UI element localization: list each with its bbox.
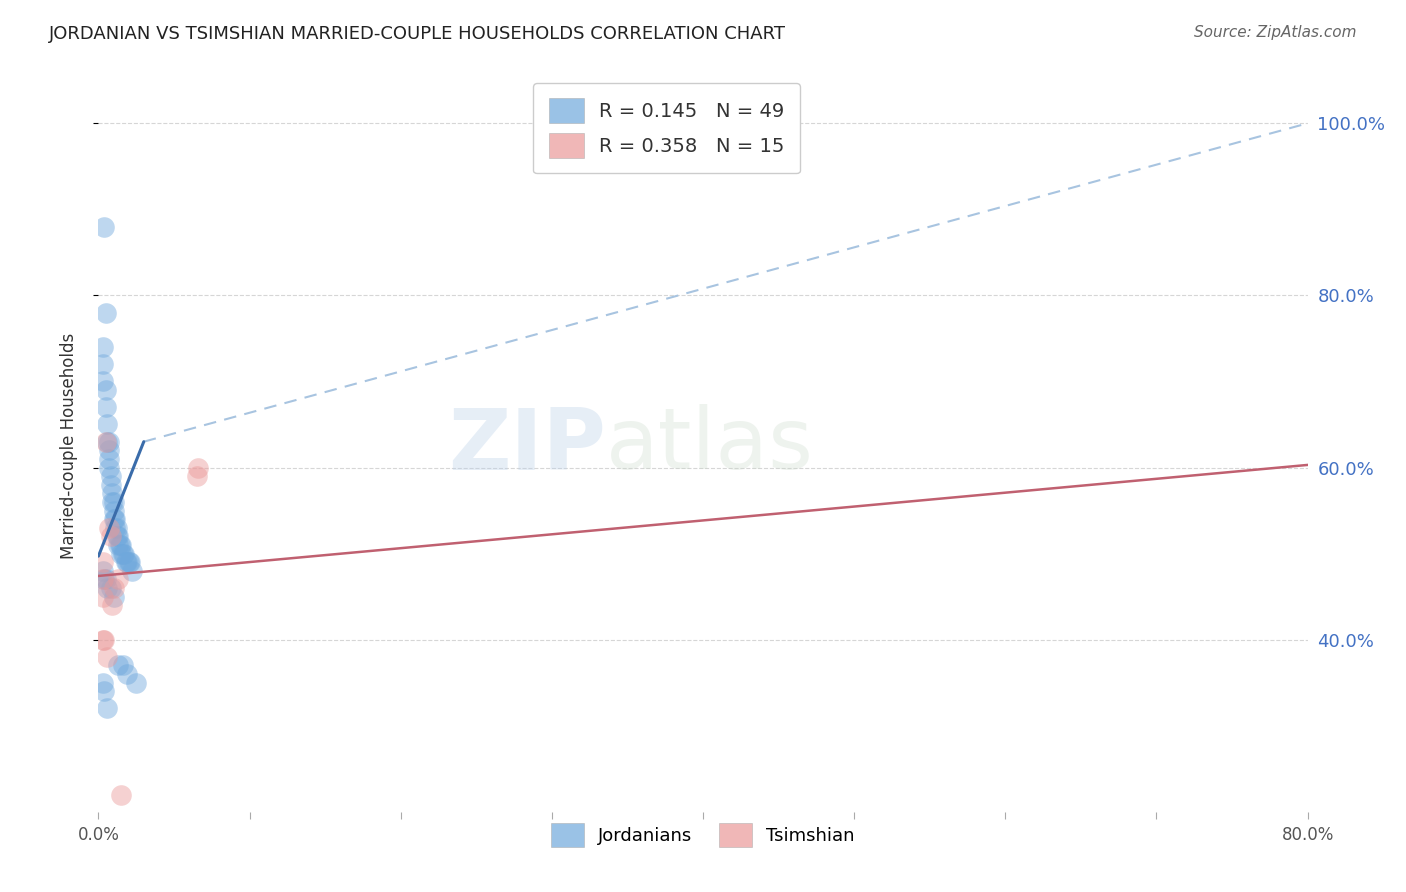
- Point: [100, 469, 122, 483]
- Point: [103, 590, 125, 604]
- Point: [91, 675, 114, 690]
- Point: [96, 581, 118, 595]
- Point: [96, 649, 118, 664]
- Point: [115, 555, 138, 569]
- Point: [101, 486, 124, 500]
- Point: [100, 529, 122, 543]
- Text: ZIP: ZIP: [449, 404, 606, 488]
- Point: [94, 401, 117, 415]
- Point: [101, 598, 124, 612]
- Point: [108, 538, 131, 552]
- Point: [104, 521, 127, 535]
- Point: [111, 547, 134, 561]
- Point: [91, 375, 114, 389]
- Point: [100, 581, 122, 595]
- Point: [98, 443, 121, 458]
- Point: [93, 684, 115, 698]
- Point: [111, 658, 134, 673]
- Point: [91, 555, 114, 569]
- Point: [93, 632, 115, 647]
- Point: [94, 573, 117, 587]
- Point: [94, 305, 117, 319]
- Point: [96, 701, 118, 715]
- Point: [91, 632, 114, 647]
- Point: [118, 555, 141, 569]
- Point: [120, 555, 142, 569]
- Point: [107, 658, 129, 673]
- Point: [103, 581, 125, 595]
- Point: [110, 547, 132, 561]
- Point: [94, 383, 117, 397]
- Point: [114, 555, 136, 569]
- Point: [107, 538, 129, 552]
- Point: [107, 573, 129, 587]
- Point: [105, 529, 128, 543]
- Point: [98, 451, 121, 466]
- Point: [94, 434, 117, 449]
- Point: [187, 460, 209, 475]
- Point: [103, 512, 125, 526]
- Y-axis label: Married-couple Households: Married-couple Households: [59, 333, 77, 559]
- Point: [103, 503, 125, 517]
- Point: [98, 460, 121, 475]
- Point: [121, 564, 143, 578]
- Point: [103, 495, 125, 509]
- Legend: Jordanians, Tsimshian: Jordanians, Tsimshian: [544, 816, 862, 854]
- Point: [186, 469, 208, 483]
- Point: [110, 788, 132, 802]
- Point: [96, 434, 118, 449]
- Point: [96, 417, 118, 432]
- Point: [110, 538, 132, 552]
- Text: atlas: atlas: [606, 404, 814, 488]
- Point: [104, 512, 127, 526]
- Point: [112, 547, 135, 561]
- Point: [115, 667, 138, 681]
- Text: Source: ZipAtlas.com: Source: ZipAtlas.com: [1194, 25, 1357, 40]
- Point: [91, 564, 114, 578]
- Point: [98, 434, 121, 449]
- Text: JORDANIAN VS TSIMSHIAN MARRIED-COUPLE HOUSEHOLDS CORRELATION CHART: JORDANIAN VS TSIMSHIAN MARRIED-COUPLE HO…: [49, 25, 786, 43]
- Point: [125, 675, 148, 690]
- Point: [107, 529, 129, 543]
- Point: [91, 340, 114, 354]
- Point: [93, 219, 115, 234]
- Point: [105, 521, 128, 535]
- Point: [91, 573, 114, 587]
- Point: [91, 357, 114, 371]
- Point: [91, 590, 114, 604]
- Point: [100, 477, 122, 491]
- Point: [98, 521, 121, 535]
- Point: [93, 573, 115, 587]
- Point: [101, 495, 124, 509]
